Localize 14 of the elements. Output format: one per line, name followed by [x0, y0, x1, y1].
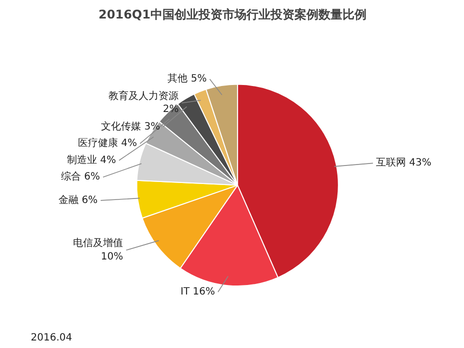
chart-title: 2016Q1中国创业投资市场行业投资案例数量比例 [98, 8, 366, 22]
slice-label: IT 16% [180, 286, 215, 298]
slice-label: 电信及增值 [73, 237, 124, 250]
slice-label: 综合 6% [60, 170, 100, 183]
slice-label: 医疗健康 4% [78, 137, 137, 150]
slice-label: 金融 6% [58, 194, 98, 206]
data-label: 10% [100, 251, 124, 262]
slice-label: 互联网 43% [376, 156, 432, 169]
data-label: 2% [162, 104, 179, 116]
slice-label: 文化传媒 3% [101, 120, 160, 132]
slice-label: 制造业 4% [66, 154, 116, 166]
slice-label: 教育及人力资源 [108, 90, 179, 102]
text: 2016.04 [30, 332, 72, 344]
slice-label: 其他 5% [168, 72, 207, 85]
